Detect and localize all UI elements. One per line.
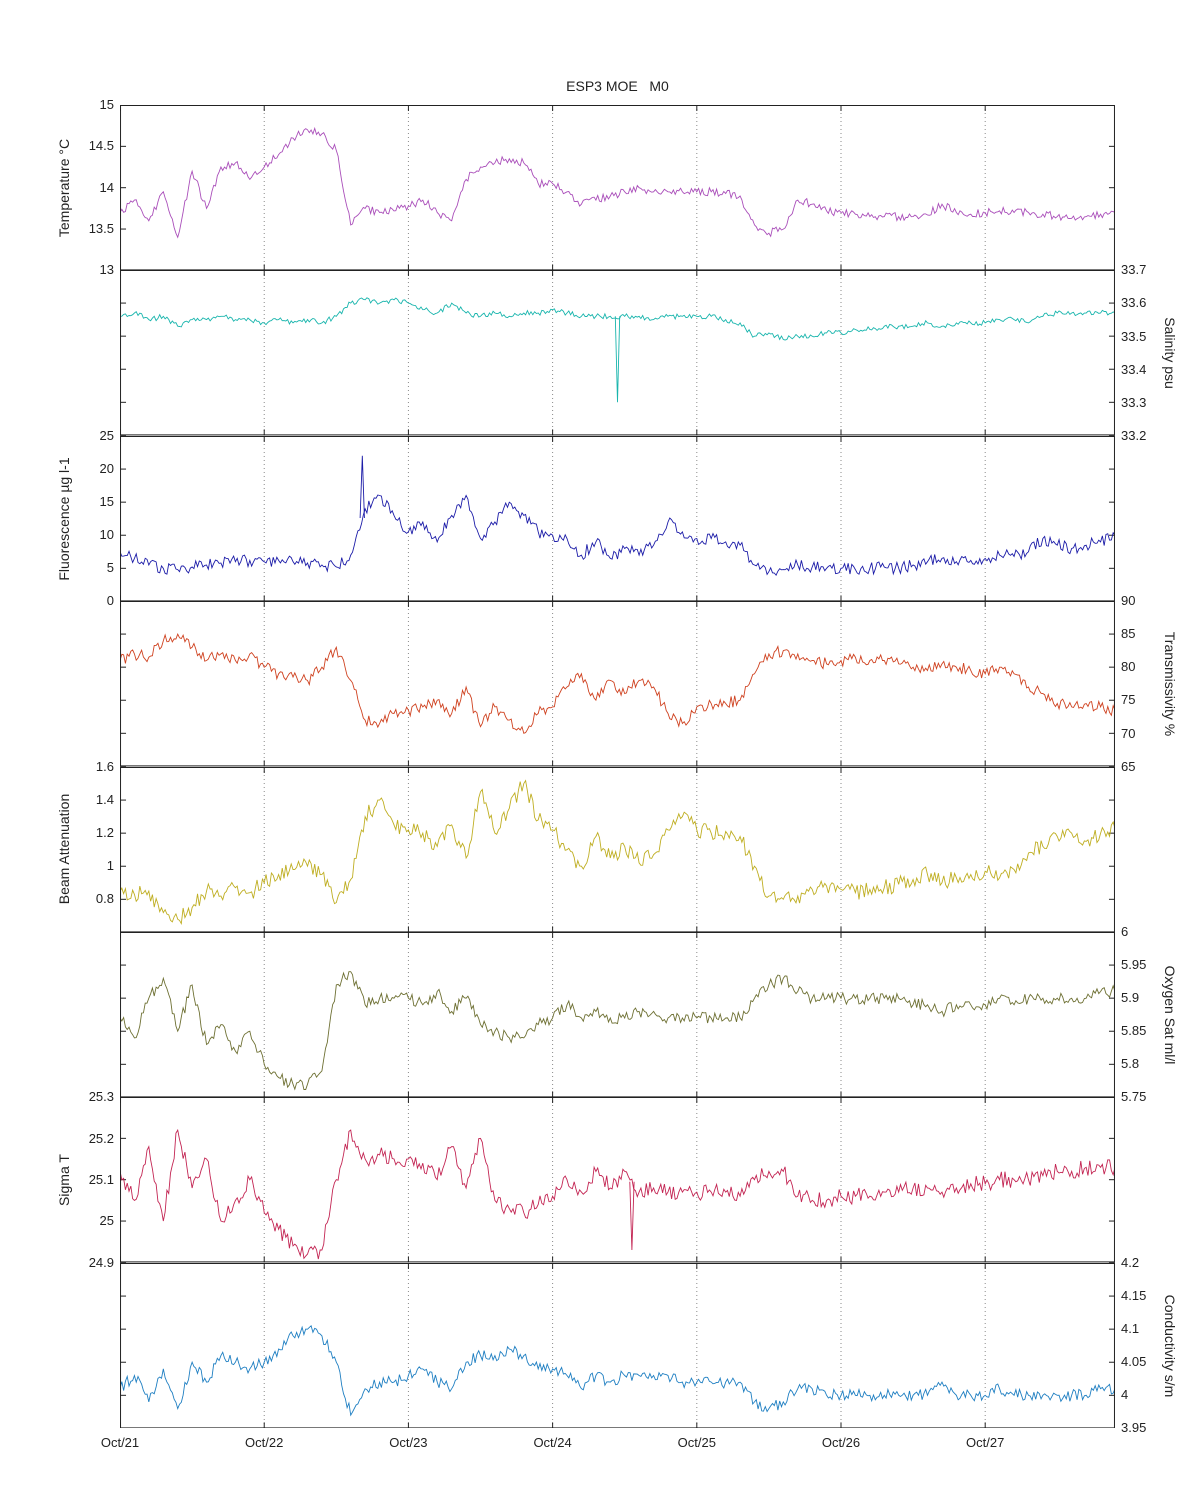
y-axis-label-beam-attenuation: Beam Attenuation <box>56 794 72 905</box>
y-tick-label: 14 <box>99 179 114 195</box>
panel-border <box>120 105 1115 271</box>
y-tick-label: 33.7 <box>1121 262 1147 278</box>
y-axis-label-sigma-t: Sigma T <box>56 1154 72 1207</box>
panel-salinity-psu <box>120 270 1115 436</box>
y-tick-label: 4 <box>1121 1387 1129 1403</box>
y-axis-label-temperature-c: Temperature °C <box>56 138 72 237</box>
y-tick-label: 3.95 <box>1121 1420 1147 1436</box>
y-tick-label: 4.05 <box>1121 1354 1147 1370</box>
plot-area-salinity-psu <box>120 270 1115 436</box>
series-conductivity-s-m <box>120 1324 1115 1417</box>
y-tick-label: 5.9 <box>1121 990 1140 1006</box>
y-tick-label: 75 <box>1121 692 1136 708</box>
y-tick-label: 33.4 <box>1121 361 1147 377</box>
panel-border <box>120 270 1115 436</box>
y-tick-label: 14.5 <box>88 138 114 154</box>
panel-conductivity-s-m <box>120 1262 1115 1429</box>
y-tick-label: 80 <box>1121 659 1136 675</box>
y-tick-label: 33.5 <box>1121 328 1147 344</box>
panel-sigma-t <box>120 1097 1115 1263</box>
panel-border <box>120 601 1115 767</box>
plot-area-sigma-t <box>120 1097 1115 1263</box>
y-tick-label: 10 <box>99 527 114 543</box>
y-tick-label: 15 <box>99 97 114 112</box>
panel-transmissivity <box>120 601 1115 767</box>
y-tick-label: 25 <box>99 1213 114 1229</box>
y-tick-label: 5.85 <box>1121 1023 1147 1039</box>
series-beam-attenuation <box>120 778 1115 925</box>
y-tick-label: 4.15 <box>1121 1287 1147 1303</box>
chart-title: ESP3 MOE M0 <box>566 78 669 94</box>
series-sigma-t <box>120 1129 1115 1260</box>
plot-area-oxygen-sat-ml-l <box>120 932 1115 1098</box>
y-tick-label: 4.2 <box>1121 1254 1140 1270</box>
y-tick-label: 5.8 <box>1121 1056 1140 1072</box>
y-tick-label: 15 <box>99 493 114 509</box>
panel-fluorescence-g-l-1 <box>120 435 1115 602</box>
series-transmissivity <box>120 633 1115 735</box>
y-axis-label-transmissivity: Transmissivity % <box>1162 631 1178 737</box>
y-tick-label: 5 <box>106 560 114 576</box>
y-tick-label: 70 <box>1121 725 1136 741</box>
x-tick-label: Oct/22 <box>245 1435 284 1451</box>
plot-area-temperature-c <box>120 105 1115 271</box>
panel-border <box>120 766 1115 932</box>
y-tick-label: 5.75 <box>1121 1089 1147 1105</box>
y-tick-label: 1 <box>106 857 114 873</box>
panel-border <box>120 1262 1115 1429</box>
y-tick-label: 25.1 <box>88 1172 114 1188</box>
y-tick-label: 4.1 <box>1121 1320 1140 1336</box>
y-tick-label: 25.3 <box>88 1089 114 1105</box>
y-axis-label-oxygen-sat-ml-l: Oxygen Sat ml/l <box>1162 965 1178 1065</box>
series-oxygen-sat-ml-l <box>120 971 1115 1091</box>
y-tick-label: 65 <box>1121 758 1136 774</box>
x-tick-label: Oct/27 <box>966 1435 1005 1451</box>
x-tick-label: Oct/25 <box>677 1435 716 1451</box>
x-tick-label: Oct/24 <box>533 1435 572 1451</box>
series-spike-sigma-t <box>629 1182 635 1251</box>
plot-area-conductivity-s-m <box>120 1262 1115 1429</box>
plot-area-fluorescence-g-l-1 <box>120 435 1115 602</box>
panel-border <box>120 435 1115 602</box>
series-spike-salinity-psu <box>614 316 621 403</box>
y-tick-label: 1.6 <box>95 758 114 774</box>
y-tick-label: 33.2 <box>1121 427 1147 443</box>
panel-beam-attenuation <box>120 766 1115 932</box>
y-tick-label: 85 <box>1121 626 1136 642</box>
y-tick-label: 0.8 <box>95 890 114 906</box>
y-tick-label: 20 <box>99 460 114 476</box>
y-tick-label: 5.95 <box>1121 957 1147 973</box>
y-tick-label: 24.9 <box>88 1254 114 1270</box>
y-tick-label: 1.2 <box>95 824 114 840</box>
x-tick-label: Oct/26 <box>821 1435 861 1451</box>
series-spike-fluorescence-g-l-1 <box>359 455 365 518</box>
y-tick-label: 13.5 <box>88 221 114 237</box>
series-fluorescence-g-l-1 <box>120 494 1115 576</box>
x-tick-label: Oct/21 <box>100 1435 140 1451</box>
plot-area-beam-attenuation <box>120 766 1115 932</box>
panel-temperature-c <box>120 105 1115 271</box>
series-salinity-psu <box>120 297 1115 341</box>
y-tick-label: 90 <box>1121 593 1136 609</box>
series-temperature-c <box>120 126 1115 239</box>
y-axis-label-fluorescence-g-l-1: Fluorescence µg l-1 <box>56 456 72 581</box>
panel-border <box>120 1097 1115 1263</box>
y-tick-label: 1.4 <box>95 791 114 807</box>
y-tick-label: 33.6 <box>1121 295 1147 311</box>
y-tick-label: 25.2 <box>88 1130 114 1146</box>
x-tick-label: Oct/23 <box>389 1435 428 1451</box>
plot-area-transmissivity <box>120 601 1115 767</box>
y-tick-label: 25 <box>99 427 114 443</box>
y-axis-label-salinity-psu: Salinity psu <box>1162 317 1178 389</box>
y-tick-label: 0 <box>106 593 114 609</box>
y-tick-label: 33.3 <box>1121 394 1147 410</box>
y-tick-label: 13 <box>99 262 114 278</box>
y-axis-label-conductivity-s-m: Conductivity s/m <box>1162 1294 1178 1397</box>
panel-oxygen-sat-ml-l <box>120 932 1115 1098</box>
panel-border <box>120 932 1115 1098</box>
y-tick-label: 6 <box>1121 924 1129 939</box>
